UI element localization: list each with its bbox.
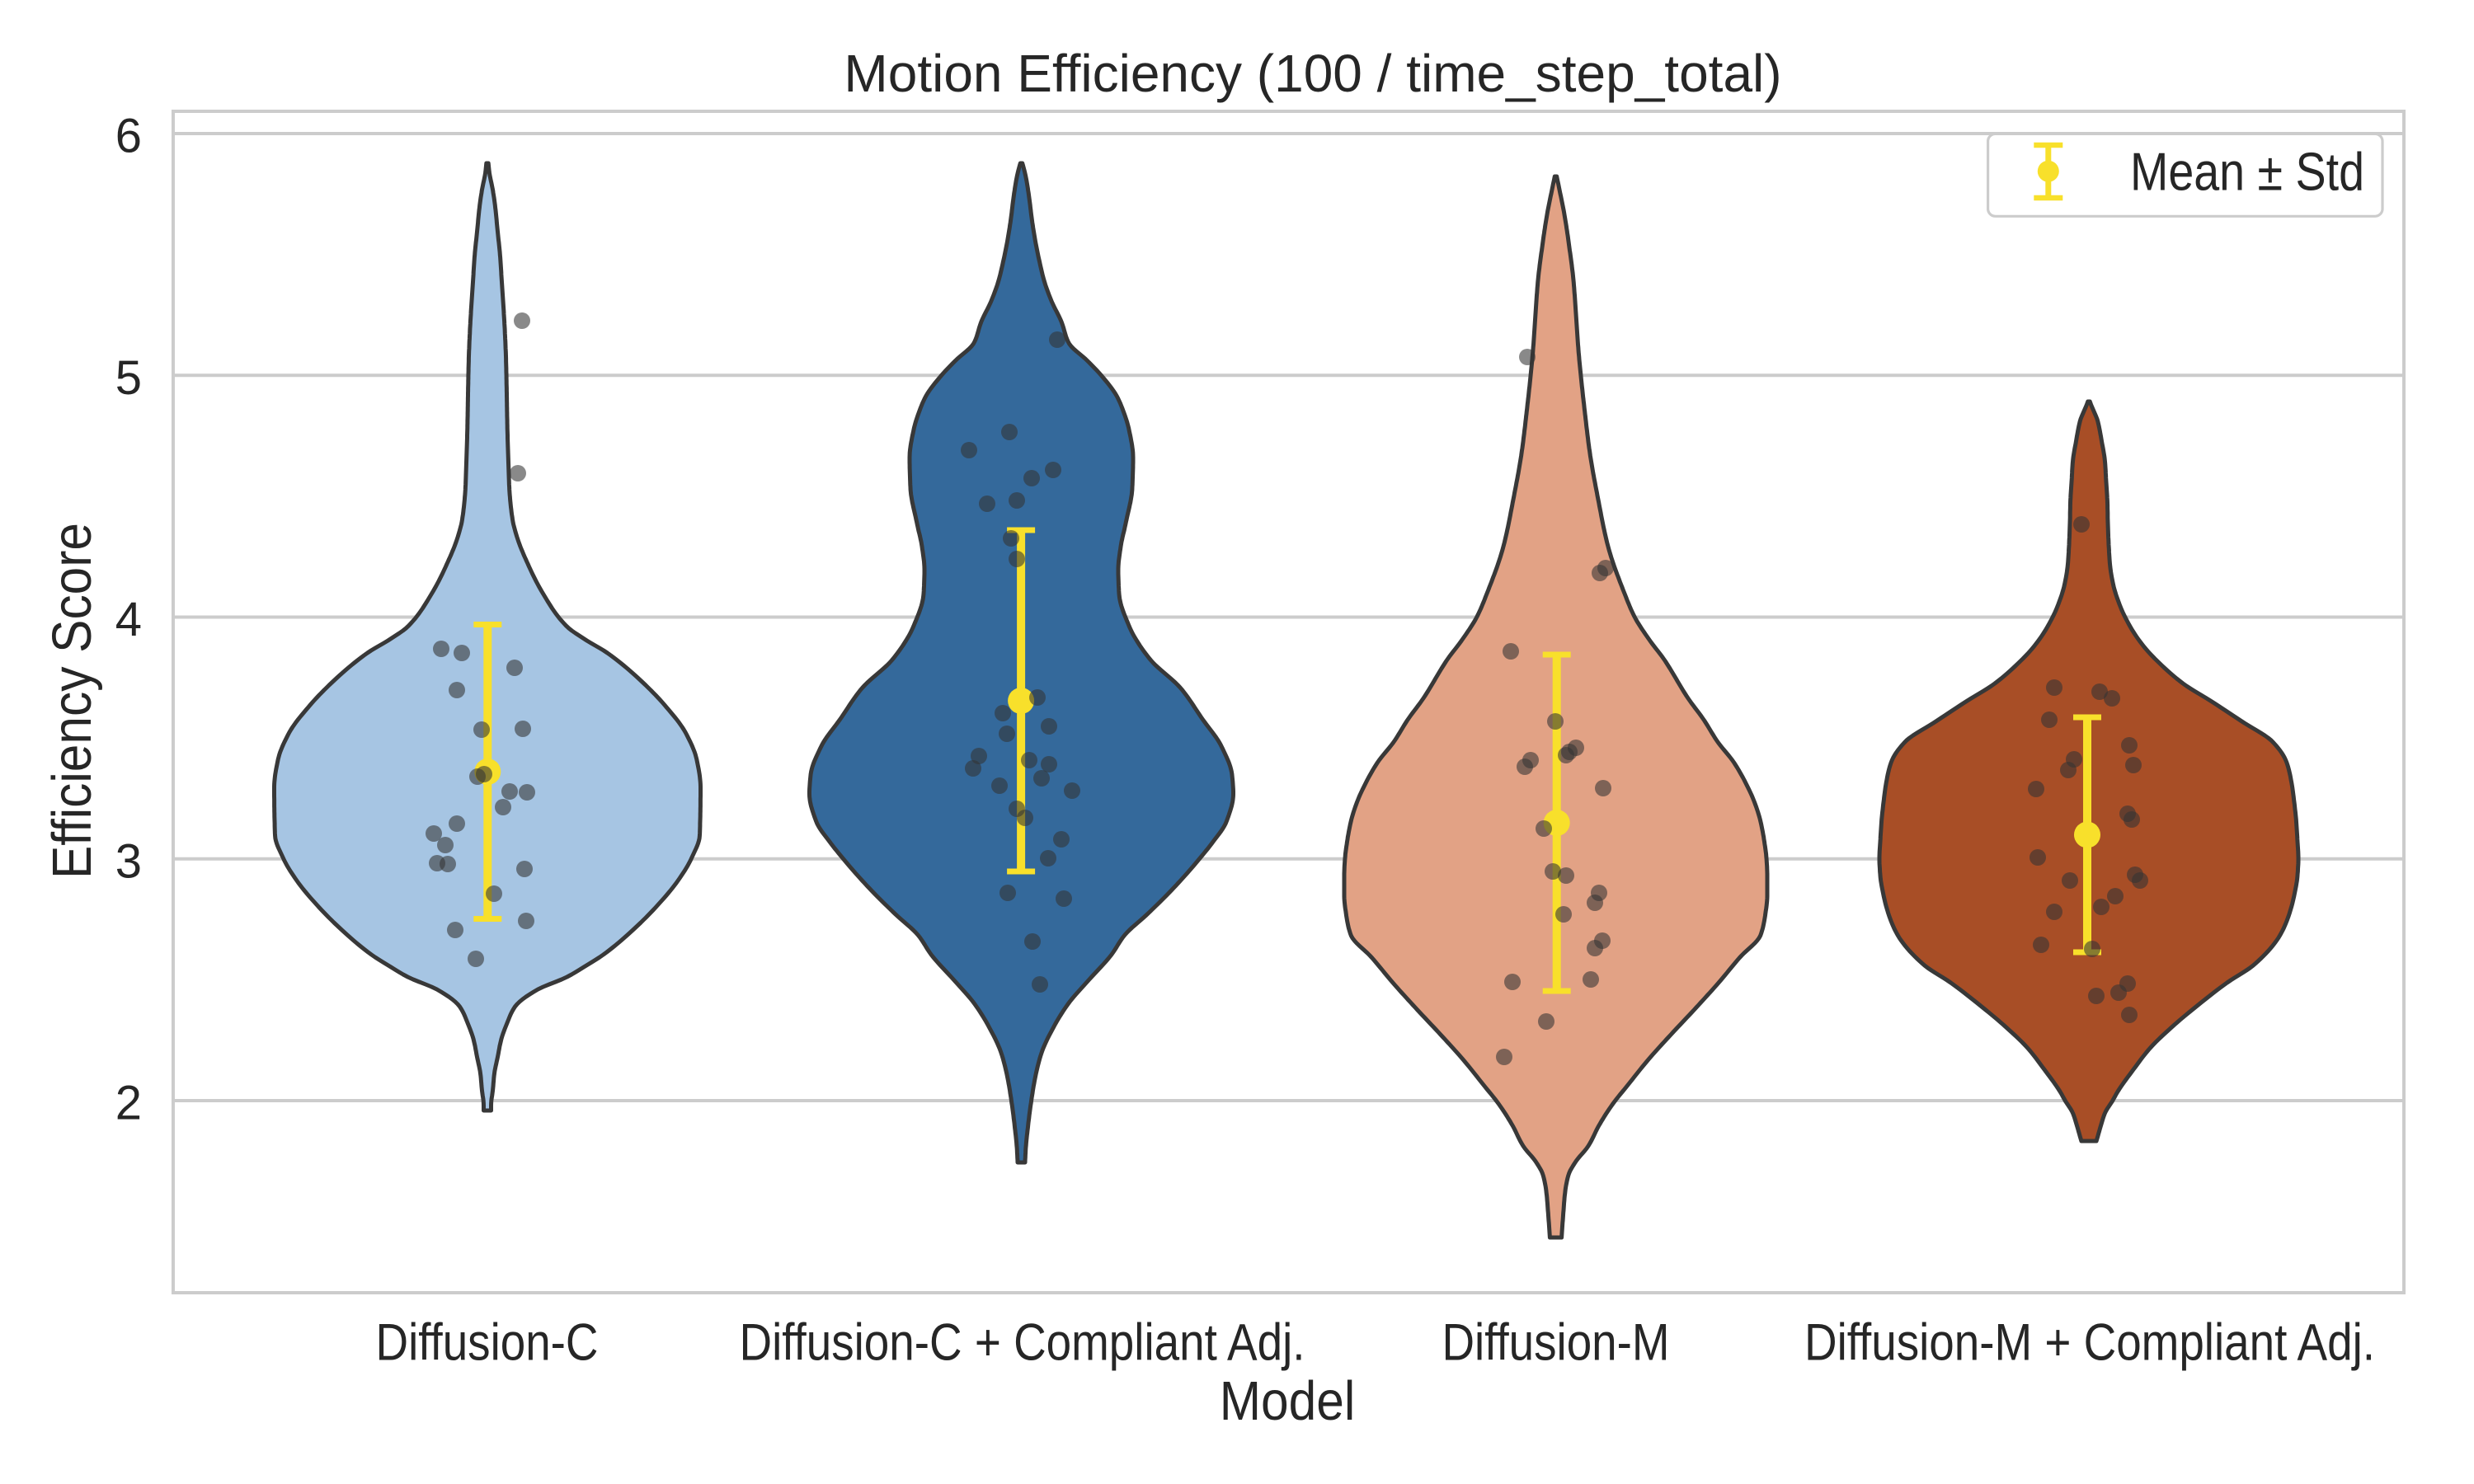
svg-text:Mean ± Std: Mean ± Std bbox=[2130, 142, 2364, 202]
svg-text:Diffusion-M: Diffusion-M bbox=[1442, 1314, 1670, 1372]
svg-text:Diffusion-C: Diffusion-C bbox=[376, 1314, 599, 1372]
svg-text:Efficiency Score: Efficiency Score bbox=[41, 523, 103, 879]
svg-text:6: 6 bbox=[115, 110, 142, 163]
svg-text:4: 4 bbox=[115, 593, 142, 646]
svg-text:3: 3 bbox=[115, 835, 142, 889]
svg-text:Motion Efficiency (100 / time_: Motion Efficiency (100 / time_step_total… bbox=[844, 44, 1781, 103]
svg-text:Model: Model bbox=[1220, 1370, 1356, 1432]
svg-text:Diffusion-M + Compliant Adj.: Diffusion-M + Compliant Adj. bbox=[1804, 1314, 2375, 1372]
svg-text:Diffusion-C + Compliant Adj.: Diffusion-C + Compliant Adj. bbox=[740, 1314, 1305, 1372]
svg-text:5: 5 bbox=[115, 351, 142, 405]
svg-text:2: 2 bbox=[115, 1077, 142, 1130]
